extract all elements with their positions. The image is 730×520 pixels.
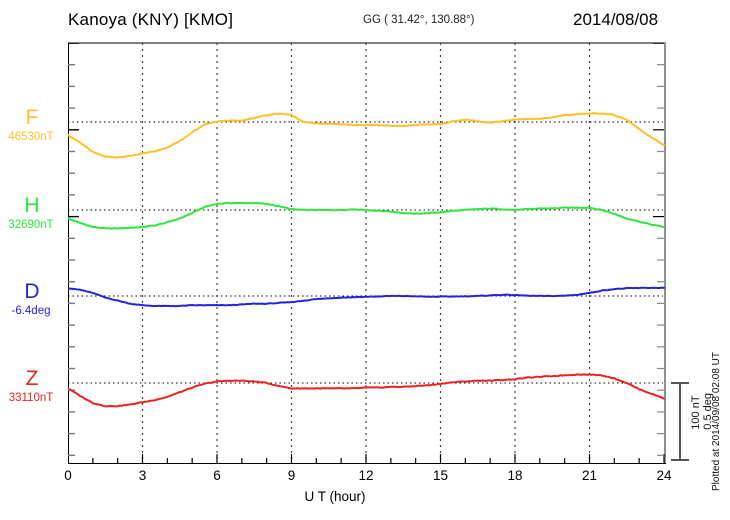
- plotted-at-timestamp: Plotted at 2014/09/08 02:08 UT: [711, 352, 722, 491]
- magnetogram-plot-area: [68, 43, 666, 464]
- component-baseline-value-z: 33110nT: [8, 392, 54, 404]
- scale-bar-bottom-cap: [671, 459, 689, 461]
- x-axis-title-text: U T (hour): [304, 489, 366, 504]
- x-tick-label: 15: [432, 468, 449, 483]
- geographic-coordinates: GG ( 31.42°, 130.88°): [363, 14, 475, 26]
- x-axis-title: U T (hour): [0, 489, 730, 504]
- component-baseline-value-f: 46530nT: [8, 131, 54, 143]
- x-tick-label: 9: [287, 468, 296, 483]
- x-tick-label: 18: [507, 468, 523, 483]
- plot-frame: [68, 43, 666, 464]
- x-tick-label: 3: [138, 468, 147, 483]
- component-letter-z: Z: [25, 367, 39, 390]
- scale-caption-line-1: 100 nT: [690, 395, 702, 430]
- axis-ticks: [68, 43, 665, 463]
- vertical-gridlines: [141, 43, 591, 463]
- station-title: Kanoya (KNY) [KMO]: [68, 10, 234, 29]
- x-tick-label: 21: [581, 468, 598, 483]
- component-baseline-value-d: -6.4deg: [11, 305, 51, 317]
- traces-svg: [68, 43, 665, 463]
- x-tick-label: 6: [213, 468, 221, 483]
- plot-top-rule: [68, 42, 666, 44]
- observation-date: 2014/08/08: [573, 10, 659, 29]
- x-tick-label: 12: [358, 468, 374, 483]
- scale-bar-stem: [679, 382, 681, 460]
- x-tick-label: 24: [656, 468, 672, 483]
- x-tick-label: 0: [64, 468, 72, 483]
- plot-right-rule: [664, 42, 666, 463]
- component-letter-h: H: [24, 194, 40, 217]
- component-baseline-value-h: 32690nT: [8, 219, 54, 231]
- component-baselines: [68, 121, 663, 384]
- component-letter-d: D: [24, 280, 40, 303]
- component-letter-f: F: [25, 106, 39, 129]
- component-traces: [68, 112, 665, 408]
